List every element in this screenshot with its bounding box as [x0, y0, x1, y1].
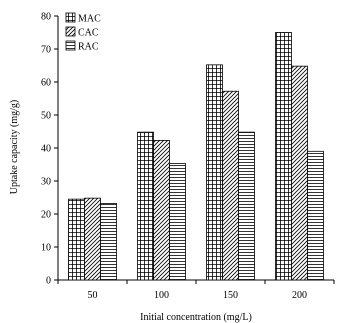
y-tick-label: 80 [41, 12, 51, 23]
legend-swatch-rac [65, 40, 76, 51]
bar-rac-100 [169, 163, 186, 281]
y-tick-label: 10 [41, 243, 51, 254]
legend-label-mac: MAC [78, 14, 101, 25]
bar-cac-50 [84, 197, 101, 281]
x-tick-label: 150 [223, 290, 238, 301]
legend-swatch-cac [65, 26, 76, 37]
y-tick-label: 60 [41, 78, 51, 89]
y-tick-label: 20 [41, 210, 51, 221]
x-tick-label: 50 [88, 290, 98, 301]
y-tick-label: 40 [41, 144, 51, 155]
x-tick-label: 200 [292, 290, 307, 301]
bar-mac-50 [68, 198, 85, 281]
legend-label-rac: RAC [78, 42, 99, 53]
y-tick-label: 50 [41, 111, 51, 122]
bars [68, 32, 324, 281]
x-axis-title: Initial concentration (mg/L) [140, 312, 252, 323]
bar-mac-200 [275, 32, 292, 281]
bar-rac-150 [238, 131, 255, 281]
y-axis-title: Uptake capacity (mg/g) [9, 100, 20, 194]
bar-rac-200 [307, 150, 324, 281]
bar-mac-150 [206, 64, 223, 281]
bar-cac-100 [153, 140, 170, 281]
x-tick-label: 100 [154, 290, 169, 301]
bar-cac-200 [291, 65, 308, 281]
y-tick-label: 30 [41, 177, 51, 188]
y-axis: 0 10 20 30 40 50 60 70 80 [41, 12, 59, 287]
bar-mac-100 [137, 131, 154, 281]
bar-rac-50 [100, 203, 117, 281]
legend-swatch-mac [65, 12, 76, 23]
y-tick-label: 70 [41, 45, 51, 56]
y-tick-label: 0 [46, 276, 51, 287]
legend: MAC CAC RAC [65, 12, 101, 53]
x-axis: 50 100 150 200 [57, 279, 335, 301]
bar-cac-150 [222, 90, 239, 281]
legend-label-cac: CAC [78, 28, 99, 39]
